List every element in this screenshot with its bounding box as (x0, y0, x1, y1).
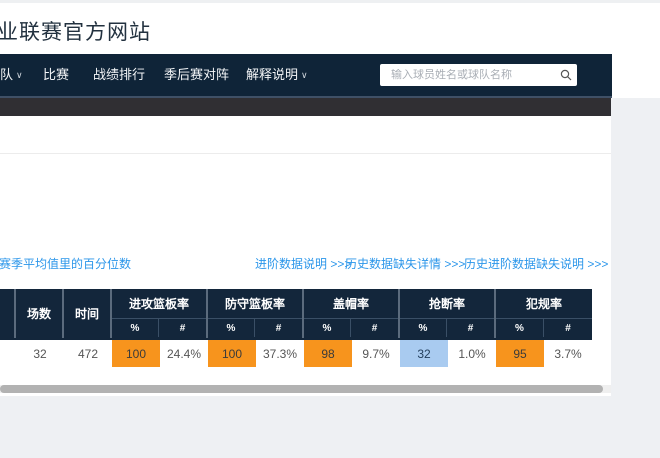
subheader-pct: % (496, 319, 544, 337)
search-input[interactable] (380, 69, 555, 81)
missing-history-detail-link[interactable]: 历史数据缺失详情 >>> (345, 257, 466, 271)
subheader-num: # (275, 322, 282, 334)
main-navbar: 队 ∨ 比赛 战绩排行 季后赛对阵 解释说明 ∨ (0, 54, 612, 98)
chevron-down-icon: ∨ (16, 70, 23, 80)
nav-item-explanation-label: 解释说明 (246, 67, 299, 82)
group-label: 防守篮板率 (208, 289, 302, 319)
header-group-steal: 抢断率 % # (400, 289, 496, 338)
header-group-foul: 犯规率 % # (496, 289, 592, 338)
subheader-num: # (467, 322, 474, 334)
card-divider (0, 153, 611, 154)
cell-steal-pct: 32 (400, 340, 448, 367)
site-header: 业联赛官方网站 (0, 3, 660, 54)
group-label: 进攻篮板率 (112, 289, 206, 319)
cell-off-rebound-num: 24.4% (160, 340, 208, 367)
percentile-note-link[interactable]: 员赛季平均值里的百分位数 >>> (0, 257, 134, 271)
nav-item-matches[interactable]: 比赛 (43, 54, 69, 96)
subheader-pct: % (208, 319, 256, 337)
header-time: 时间 (64, 289, 112, 338)
cell-block-pct: 98 (304, 340, 352, 367)
cell-block-num: 9.7% (352, 340, 400, 367)
nav-item-standings[interactable]: 战绩排行 (93, 54, 145, 96)
header-group-off-rebound: 进攻篮板率 % # (112, 289, 208, 338)
subheader-num: # (565, 322, 571, 334)
nav-item-team[interactable]: 队 ∨ (0, 54, 23, 96)
stats-table-header: 场数 时间 进攻篮板率 % # 防守篮板率 % # 盖帽率 % (0, 289, 592, 338)
group-label: 抢断率 (400, 289, 494, 319)
player-stats-table: 场数 时间 进攻篮板率 % # 防守篮板率 % # 盖帽率 % (0, 289, 592, 367)
cell-clipped (0, 340, 16, 367)
group-label: 盖帽率 (304, 289, 398, 319)
cell-games: 32 (16, 340, 64, 367)
subheader-num: # (179, 322, 186, 334)
nav-item-explanation[interactable]: 解释说明 ∨ (246, 54, 308, 96)
cell-off-rebound-pct: 100 (112, 340, 160, 367)
nav-item-matches-label: 比赛 (43, 67, 70, 82)
subheader-pct: % (304, 319, 352, 337)
nav-item-standings-label: 战绩排行 (93, 67, 146, 82)
subheader-num: # (371, 322, 378, 334)
search-icon[interactable] (555, 69, 577, 81)
nav-item-team-label: 队 (0, 67, 14, 82)
cell-steal-num: 1.0% (448, 340, 496, 367)
cell-foul-num: 3.7% (544, 340, 592, 367)
horizontal-scrollbar-thumb[interactable] (0, 385, 603, 393)
subheader-pct: % (400, 319, 448, 337)
header-clipped-column (0, 289, 16, 338)
cell-def-rebound-pct: 100 (208, 340, 256, 367)
cell-foul-pct: 95 (496, 340, 544, 367)
chevron-down-icon: ∨ (301, 70, 308, 80)
site-title: 业联赛官方网站 (0, 21, 151, 44)
header-group-def-rebound: 防守篮板率 % # (208, 289, 304, 338)
sub-nav-strip (0, 98, 612, 116)
nav-item-playoffs[interactable]: 季后赛对阵 (164, 54, 229, 96)
player-search-box (380, 64, 577, 86)
stats-table-row: 32 472 100 24.4% 100 37.3% 98 9.7% 32 1.… (0, 338, 592, 367)
horizontal-scrollbar-track[interactable] (0, 385, 611, 393)
group-label: 犯规率 (496, 289, 592, 319)
percentile-link-clip: 员赛季平均值里的百分位数 >>> (0, 255, 134, 271)
missing-advanced-history-link[interactable]: 历史进阶数据缺失说明 >>> (464, 257, 609, 271)
content-card: 员赛季平均值里的百分位数 >>> 进阶数据说明 >>> 历史数据缺失详情 >>>… (0, 116, 611, 396)
subheader-pct: % (112, 319, 160, 337)
advanced-stats-info-link[interactable]: 进阶数据说明 >>> (255, 257, 352, 271)
cell-def-rebound-num: 37.3% (256, 340, 304, 367)
page-top-strip (0, 0, 660, 3)
header-games: 场数 (16, 289, 64, 338)
cell-time: 472 (64, 340, 112, 367)
nav-item-playoffs-label: 季后赛对阵 (164, 67, 230, 82)
links-row: 员赛季平均值里的百分位数 >>> 进阶数据说明 >>> 历史数据缺失详情 >>>… (0, 255, 611, 271)
header-group-block: 盖帽率 % # (304, 289, 400, 338)
page-background-bottom (0, 396, 660, 458)
